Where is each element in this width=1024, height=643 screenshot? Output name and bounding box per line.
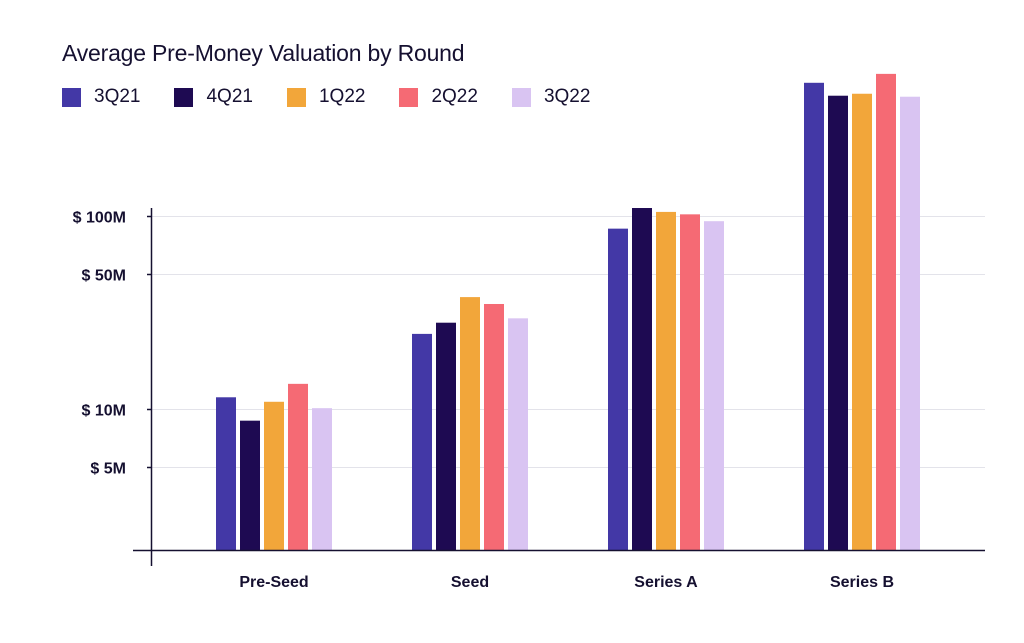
legend-swatch (62, 87, 81, 107)
bar-4q21-series-a (632, 208, 652, 550)
legend-label: 3Q21 (94, 86, 141, 107)
legend-label: 1Q22 (318, 86, 366, 107)
bar-4q21-pre-seed (240, 420, 260, 550)
bar-2q22-pre-seed (288, 383, 308, 550)
bar-1q22-series-b (852, 93, 872, 550)
legend-item-2q22: 2Q22 (399, 86, 478, 108)
bar-2q22-series-b (876, 73, 896, 550)
chart-title: Average Pre-Money Valuation by Round (62, 40, 465, 66)
legend-item-3q22: 3Q22 (511, 86, 591, 108)
bar-3q21-pre-seed (216, 397, 236, 550)
y-tick-label: $ 100M (73, 210, 126, 227)
bar-4q21-seed (436, 322, 456, 550)
axis-labels: $ 100M $ 50M $ 10M $ 5M Pre-Seed Seed Series A… (73, 210, 894, 592)
legend-label: 4Q21 (206, 86, 253, 107)
x-category-label: Series B (830, 574, 894, 591)
bar-3q22-pre-seed (312, 408, 332, 550)
legend-label: 3Q22 (543, 86, 591, 107)
bar-1q22-seed (460, 297, 480, 550)
legend-swatch (286, 87, 306, 107)
legend-label: 2Q22 (431, 86, 478, 107)
bar-1q22-series-a (656, 211, 676, 550)
bar-3q22-series-b (900, 96, 920, 550)
bar-3q22-seed (508, 318, 528, 550)
chart-legend: 3Q21 4Q21 1Q22 2Q22 3Q22 (62, 86, 624, 108)
legend-item-4q21: 4Q21 (174, 86, 253, 108)
x-category-label: Pre-Seed (239, 574, 308, 591)
bar-3q21-series-a (608, 228, 628, 551)
bar-2q22-series-a (680, 214, 700, 551)
x-category-label: Seed (451, 574, 489, 591)
legend-swatch (511, 87, 531, 107)
y-tick-label: $ 5M (90, 461, 126, 478)
bar-3q21-seed (412, 333, 432, 550)
legend-swatch (174, 87, 194, 107)
legend-item-1q22: 1Q22 (286, 86, 366, 108)
legend-item-3q21: 3Q21 (62, 86, 140, 108)
x-category-label: Series A (634, 574, 698, 591)
bar-3q21-series-b (804, 82, 824, 550)
bar-3q22-series-a (704, 221, 724, 550)
axes (133, 208, 985, 566)
y-tick-label: $ 50M (82, 268, 126, 285)
legend-swatch (399, 87, 419, 107)
bar-4q21-series-b (828, 95, 848, 550)
bar-2q22-seed (484, 303, 504, 550)
bar-1q22-pre-seed (264, 401, 284, 550)
y-tick-label: $ 10M (82, 403, 126, 420)
bars-group (216, 73, 920, 551)
